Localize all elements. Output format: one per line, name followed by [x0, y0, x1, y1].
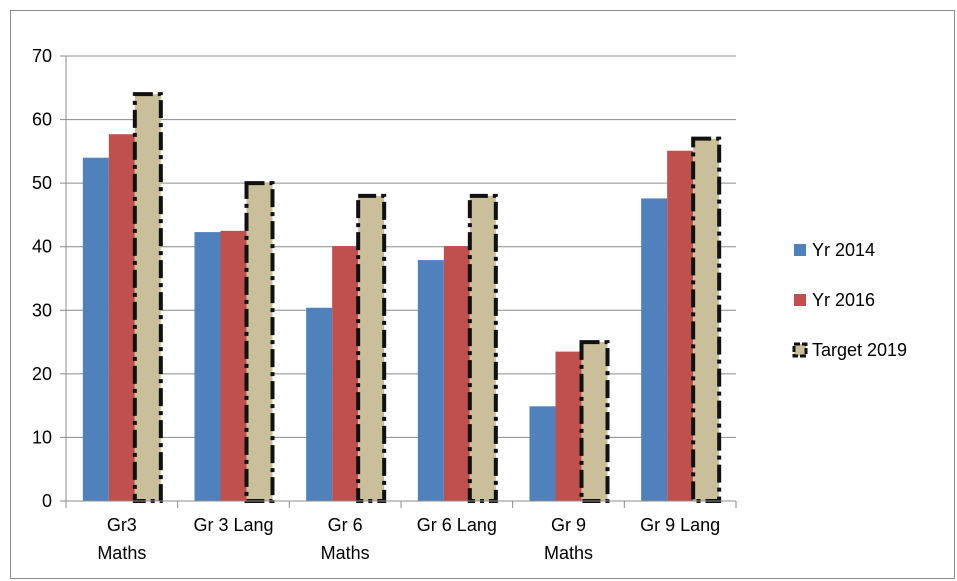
legend-swatch-yr-2014	[794, 244, 806, 256]
x-tick-label: Maths	[321, 543, 370, 563]
legend: Yr 2014 Yr 2016 Target 2019	[792, 240, 907, 360]
bar-yr-2014	[641, 198, 668, 501]
x-tick-label: Gr3	[107, 515, 137, 535]
y-tick-label: 40	[32, 237, 52, 257]
bars	[82, 92, 722, 504]
gridlines	[66, 55, 736, 438]
y-tick-label: 0	[42, 491, 52, 511]
bar-yr-2014	[194, 232, 221, 502]
legend-label: Yr 2016	[812, 290, 875, 310]
bar-yr-2014	[417, 260, 444, 501]
bar-target-2019	[469, 195, 496, 501]
bar-target-2019	[134, 94, 161, 502]
axes	[60, 55, 737, 508]
legend-label: Target 2019	[812, 340, 907, 360]
bar-yr-2014	[529, 406, 556, 501]
bar-yr-2016	[667, 150, 694, 501]
bar-target-2019-outline	[132, 92, 163, 504]
x-tick-label: Gr 9 Lang	[640, 515, 720, 535]
y-tick-label: 70	[32, 46, 52, 66]
y-tick-label: 50	[32, 173, 52, 193]
legend-swatch-outline	[792, 342, 808, 358]
legend-label: Yr 2014	[812, 240, 875, 260]
bar-yr-2016	[555, 351, 582, 501]
bar-target-2019	[246, 183, 273, 501]
legend-swatch-target-2019	[794, 344, 806, 356]
x-tick-label: Gr 3 Lang	[193, 515, 273, 535]
x-tick-labels: Gr3 Maths Gr 3 Lang Gr 6 Maths Gr 6 Lang Gr 9 M…	[97, 515, 720, 563]
x-tick-label: Gr 6	[328, 515, 363, 535]
legend-swatch-yr-2016	[794, 294, 806, 306]
x-tick-label: Maths	[544, 543, 593, 563]
y-tick-label: 10	[32, 427, 52, 447]
y-tick-label: 60	[32, 110, 52, 130]
y-tick-label: 30	[32, 300, 52, 320]
bar-yr-2016	[220, 230, 247, 502]
bar-target-2019	[581, 342, 608, 501]
bar-yr-2016	[332, 246, 359, 501]
x-tick-label: Gr 9	[551, 515, 586, 535]
bar-yr-2014	[82, 157, 109, 501]
y-tick-label: 20	[32, 364, 52, 384]
bar-yr-2014	[306, 307, 333, 501]
bar-yr-2016	[443, 246, 470, 501]
bar-target-2019	[358, 195, 385, 501]
bar-target-2019	[693, 138, 720, 501]
x-tick-label: Maths	[97, 543, 146, 563]
bar-yr-2016	[108, 134, 135, 501]
y-tick-labels: 0 10 20 30 40 50 60 70	[32, 46, 52, 511]
x-tick-label: Gr 6 Lang	[417, 515, 497, 535]
